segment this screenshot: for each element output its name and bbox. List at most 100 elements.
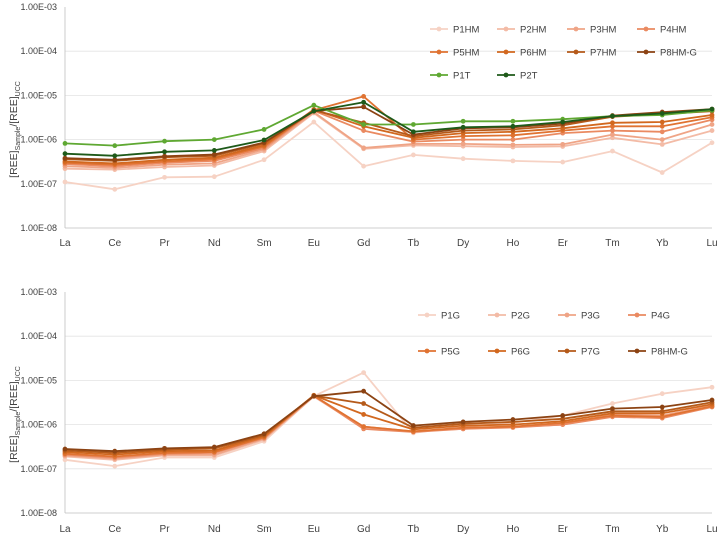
data-point (460, 124, 466, 130)
legend-item: P4HM (637, 25, 686, 36)
series-p7g (62, 393, 715, 456)
series-p1hm (62, 119, 715, 192)
legend-label: P4G (651, 311, 670, 322)
data-point (112, 143, 118, 149)
data-point (162, 138, 167, 144)
data-point (510, 137, 516, 143)
legend-marker (494, 312, 500, 318)
legend-item: P5HM (430, 48, 479, 59)
data-point (510, 132, 516, 138)
data-point (162, 153, 167, 159)
data-point (659, 111, 665, 116)
data-point (211, 174, 217, 180)
legend-label: P1T (453, 71, 471, 82)
data-point (361, 128, 367, 133)
y-tick-label: 1.00E-03 (20, 2, 57, 12)
legend-marker (643, 49, 649, 55)
data-point (460, 156, 466, 162)
series-line (64, 390, 713, 453)
top-chart: 1.00E-08 1.00E-07 1.00E-06 1.00E-05 1.00E-04… (8, 2, 718, 249)
x-tick-label: Er (558, 238, 569, 249)
series-line (64, 394, 713, 458)
data-point (211, 137, 217, 143)
legend-item: P8HM-G (628, 347, 688, 358)
data-point (659, 404, 665, 410)
data-point (659, 137, 665, 143)
legend-item: P1T (430, 71, 471, 82)
legend-item: P8HM-G (637, 48, 697, 59)
x-tick-label: Sm (257, 524, 272, 535)
legend-item: P2HM (497, 25, 546, 36)
data-point (261, 137, 267, 143)
data-point (211, 152, 217, 157)
data-point (311, 102, 317, 108)
data-point (709, 140, 715, 146)
data-point (211, 444, 217, 450)
legend-item: P4G (628, 311, 670, 322)
series-line (64, 111, 713, 169)
data-point (659, 414, 665, 420)
data-point (709, 106, 715, 112)
y-tick-label: 1.00E-06 (20, 420, 57, 430)
data-point (460, 137, 466, 143)
x-tick-label: Pr (160, 238, 171, 249)
data-point (659, 123, 665, 129)
x-tick-label: Ho (507, 524, 520, 535)
x-tick-label: Eu (308, 238, 320, 249)
data-point (361, 163, 367, 169)
legend-item: P7G (558, 347, 600, 358)
legend-marker (424, 348, 430, 354)
x-tick-label: Tm (605, 238, 619, 249)
legend-marker (494, 348, 500, 354)
x-tick-label: Dy (457, 524, 469, 535)
data-point (659, 408, 665, 414)
legend-marker (573, 49, 579, 55)
legend-marker (564, 348, 570, 354)
legend-label: P2G (511, 311, 530, 322)
y-axis-label: [REE]Sample/[REE]UCC (8, 81, 22, 178)
data-point (112, 153, 118, 159)
series-line (64, 109, 713, 168)
legend-marker (564, 312, 570, 318)
series-line (64, 112, 713, 171)
data-point (410, 129, 416, 135)
legend-marker (573, 26, 579, 32)
data-point (410, 122, 416, 127)
data-point (560, 141, 566, 147)
data-point (659, 141, 665, 147)
legend-marker (436, 72, 442, 78)
legend-marker (424, 312, 430, 318)
legend-item: P3HM (567, 25, 616, 36)
series-line (64, 108, 713, 165)
data-point (560, 413, 566, 418)
y-tick-label: 1.00E-05 (20, 375, 57, 385)
data-point (709, 384, 715, 390)
y-tick-label: 1.00E-04 (20, 331, 57, 341)
data-point (361, 401, 367, 406)
legend-label: P3G (581, 311, 600, 322)
data-point (162, 174, 167, 180)
data-point (62, 446, 68, 452)
data-point (659, 129, 665, 135)
legend-label: P6G (511, 347, 530, 358)
x-tick-label: Tb (408, 524, 420, 535)
data-point (361, 93, 367, 99)
data-point (709, 397, 715, 403)
data-point (311, 108, 317, 114)
y-tick-label: 1.00E-03 (20, 287, 57, 297)
legend-label: P4HM (660, 25, 686, 36)
data-point (610, 128, 615, 133)
legend-item: P6G (488, 347, 530, 358)
x-tick-label: La (59, 238, 71, 249)
series-line (64, 394, 713, 456)
data-point (510, 123, 516, 129)
data-point (410, 152, 416, 158)
data-point (112, 186, 118, 192)
legend-marker (634, 348, 640, 354)
legend-item: P1G (418, 311, 460, 322)
y-tick-label: 1.00E-04 (20, 46, 57, 56)
x-tick-label: La (59, 524, 71, 535)
x-tick-label: Yb (656, 524, 669, 535)
y-tick-label: 1.00E-05 (20, 90, 57, 100)
